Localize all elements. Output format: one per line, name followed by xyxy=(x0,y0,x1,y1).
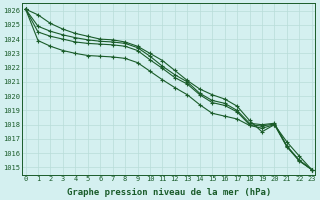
X-axis label: Graphe pression niveau de la mer (hPa): Graphe pression niveau de la mer (hPa) xyxy=(67,188,271,197)
